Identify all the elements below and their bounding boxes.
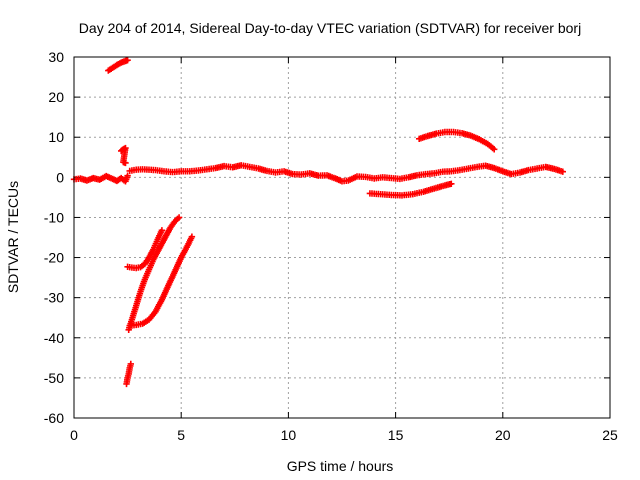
y-tick-label: -30 [44,290,64,306]
data-point [448,180,455,187]
chart-title: Day 204 of 2014, Sidereal Day-to-day VTE… [79,20,581,36]
y-tick-label: 0 [56,169,64,185]
y-tick-label: -20 [44,250,64,266]
y-axis-label: SDTVAR / TECUs [5,181,21,293]
y-tick-label: -40 [44,330,64,346]
y-tick-label: -50 [44,370,64,386]
series-bottom-cluster [123,362,134,388]
x-tick-label: 15 [388,427,404,443]
y-tick-label: 20 [48,89,64,105]
series-steep-right [126,235,195,329]
axis-ticks: 0 5 10 15 20 25 -60 -50 -40 -30 -20 -10 0 10 20 30 [44,49,618,443]
y-tick-label: -60 [44,410,64,426]
plot-frame [73,56,611,419]
grid [74,57,610,418]
x-tick-label: 20 [495,427,511,443]
data-point [491,146,498,153]
series-hook [124,228,165,272]
y-tick-label: 30 [48,49,64,65]
x-tick-label: 5 [177,427,185,443]
series-baseline-main [126,162,565,185]
series-high-arc [416,128,496,152]
x-axis-label: GPS time / hours [287,458,394,474]
x-tick-label: 25 [602,427,618,443]
data-points [70,57,566,388]
data-point [158,227,166,234]
y-tick-label: 10 [48,129,64,145]
data-point [559,168,566,175]
series-dip-arc [366,181,453,199]
y-tick-label: -10 [44,209,64,225]
data-point [188,233,196,240]
data-point [124,57,131,64]
x-tick-label: 10 [281,427,297,443]
series-baseline-early [70,172,131,185]
series-short-upper [118,144,129,166]
series-steep-left [125,215,181,333]
data-point [122,159,129,167]
data-point [127,360,134,368]
data-point [124,172,131,179]
x-tick-label: 0 [70,427,78,443]
series-arc-top-left [105,57,130,74]
data-point [175,214,183,221]
